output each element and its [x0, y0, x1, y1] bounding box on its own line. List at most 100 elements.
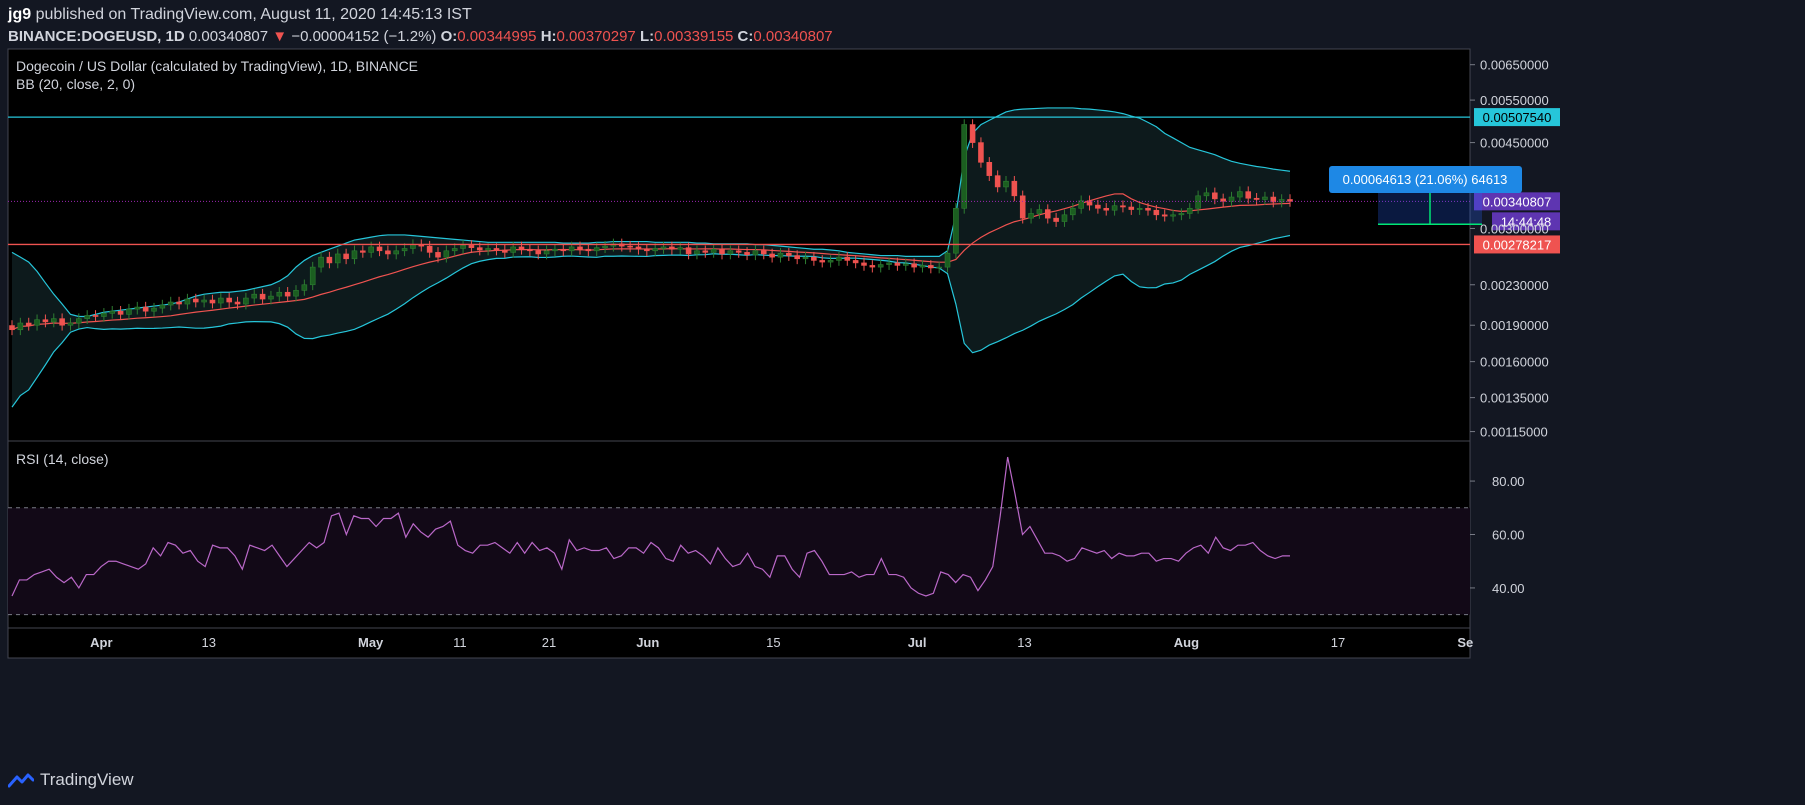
- candle[interactable]: [1278, 194, 1285, 208]
- candle[interactable]: [301, 279, 308, 296]
- candle[interactable]: [50, 313, 57, 328]
- candle[interactable]: [735, 245, 742, 258]
- candle[interactable]: [117, 305, 124, 320]
- candle[interactable]: [76, 313, 82, 329]
- candle[interactable]: [218, 292, 224, 309]
- candle[interactable]: [184, 293, 191, 310]
- candle[interactable]: [167, 296, 174, 311]
- candle[interactable]: [209, 294, 216, 309]
- candle[interactable]: [1028, 208, 1034, 224]
- candle[interactable]: [226, 292, 232, 308]
- candle[interactable]: [1186, 203, 1193, 219]
- candle[interactable]: [326, 251, 333, 269]
- candle[interactable]: [1203, 187, 1210, 202]
- candle[interactable]: [493, 243, 500, 256]
- candle[interactable]: [1145, 203, 1151, 216]
- candle[interactable]: [1086, 195, 1093, 211]
- author[interactable]: jg9: [8, 6, 32, 23]
- candle[interactable]: [844, 251, 851, 266]
- candle[interactable]: [1270, 191, 1277, 208]
- candle[interactable]: [869, 260, 876, 273]
- candle[interactable]: [251, 288, 258, 304]
- candle[interactable]: [1178, 208, 1185, 221]
- candle[interactable]: [969, 119, 976, 148]
- candle[interactable]: [9, 320, 15, 336]
- candle[interactable]: [928, 260, 934, 274]
- candle[interactable]: [961, 119, 968, 214]
- candle[interactable]: [1061, 209, 1068, 227]
- candle[interactable]: [585, 244, 592, 257]
- candle[interactable]: [894, 257, 901, 271]
- candle[interactable]: [685, 242, 692, 260]
- candle[interactable]: [543, 245, 550, 260]
- candle[interactable]: [552, 244, 558, 257]
- candle[interactable]: [126, 303, 132, 320]
- candle[interactable]: [786, 247, 792, 261]
- candle[interactable]: [1111, 200, 1118, 216]
- candle[interactable]: [1078, 195, 1084, 214]
- candle[interactable]: [744, 247, 750, 261]
- candle[interactable]: [560, 244, 567, 257]
- candle[interactable]: [986, 157, 993, 181]
- candle[interactable]: [944, 247, 951, 273]
- candle[interactable]: [234, 296, 241, 310]
- candle[interactable]: [877, 259, 884, 273]
- candle[interactable]: [1262, 191, 1268, 205]
- candle[interactable]: [151, 302, 157, 317]
- candle[interactable]: [1253, 193, 1260, 205]
- candle[interactable]: [318, 251, 324, 273]
- candle[interactable]: [268, 290, 274, 305]
- candle[interactable]: [259, 288, 266, 305]
- candle[interactable]: [1161, 209, 1168, 222]
- candle[interactable]: [276, 287, 283, 302]
- symbol[interactable]: BINANCE:DOGEUSD, 1D: [8, 28, 185, 45]
- candle[interactable]: [1019, 190, 1026, 224]
- candle[interactable]: [827, 255, 834, 268]
- candle[interactable]: [1011, 175, 1018, 202]
- candle[interactable]: [911, 258, 917, 273]
- candle[interactable]: [284, 287, 291, 302]
- candle[interactable]: [92, 310, 99, 322]
- candle[interactable]: [25, 317, 32, 331]
- candle[interactable]: [1036, 204, 1043, 219]
- candle[interactable]: [84, 310, 90, 325]
- candle[interactable]: [660, 241, 667, 254]
- candle[interactable]: [109, 305, 116, 319]
- candle[interactable]: [1053, 212, 1059, 227]
- candle[interactable]: [811, 251, 817, 266]
- candle[interactable]: [719, 244, 725, 260]
- candle[interactable]: [1003, 175, 1009, 193]
- candle[interactable]: [602, 240, 608, 254]
- candle[interactable]: [1170, 209, 1176, 222]
- brand-name[interactable]: TradingView: [40, 770, 134, 789]
- candle[interactable]: [652, 243, 658, 257]
- candle[interactable]: [426, 240, 433, 258]
- candle[interactable]: [694, 245, 700, 260]
- candle[interactable]: [1095, 199, 1101, 214]
- candle[interactable]: [1128, 201, 1135, 215]
- candle[interactable]: [535, 245, 542, 260]
- candle[interactable]: [769, 248, 775, 263]
- candle[interactable]: [34, 314, 40, 331]
- candle[interactable]: [451, 243, 458, 257]
- candle[interactable]: [802, 251, 809, 265]
- candle[interactable]: [936, 261, 942, 274]
- candle[interactable]: [1120, 200, 1126, 213]
- candle[interactable]: [435, 247, 441, 263]
- candle[interactable]: [101, 308, 107, 322]
- candle[interactable]: [760, 245, 767, 260]
- candle[interactable]: [794, 250, 800, 265]
- candle[interactable]: [343, 248, 349, 265]
- candle[interactable]: [309, 261, 316, 291]
- candle[interactable]: [159, 299, 166, 314]
- rsi-label[interactable]: RSI (14, close): [16, 451, 109, 467]
- candle[interactable]: [485, 243, 491, 256]
- candle[interactable]: [1103, 203, 1110, 216]
- candle[interactable]: [59, 313, 65, 331]
- candle[interactable]: [886, 257, 892, 270]
- candle[interactable]: [727, 245, 734, 260]
- candle[interactable]: [953, 203, 959, 259]
- candle[interactable]: [627, 240, 633, 253]
- candle[interactable]: [1153, 204, 1160, 221]
